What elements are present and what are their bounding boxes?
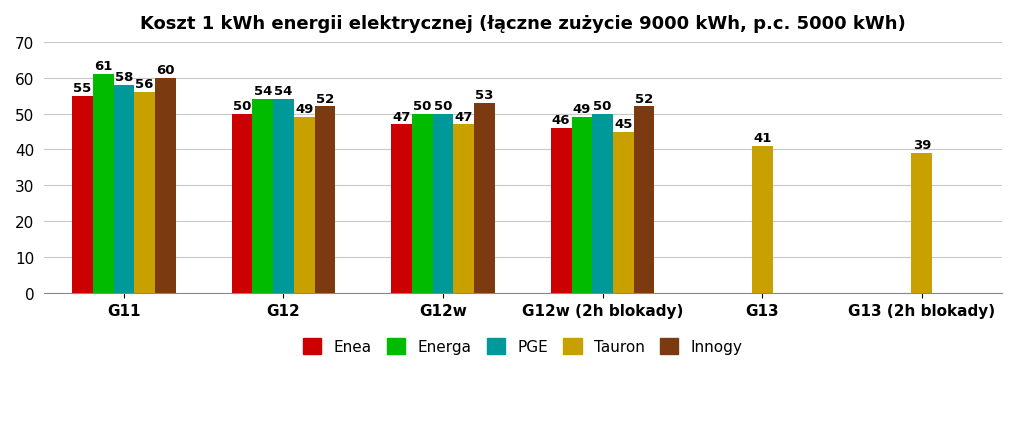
Text: 56: 56 — [135, 78, 154, 91]
Text: 50: 50 — [232, 100, 251, 113]
Bar — [72, 96, 93, 293]
Bar — [273, 100, 294, 293]
Text: 39: 39 — [912, 139, 931, 152]
Bar — [155, 79, 176, 293]
Text: 50: 50 — [413, 100, 431, 113]
Text: 54: 54 — [274, 85, 293, 98]
Text: 50: 50 — [594, 100, 611, 113]
Text: 47: 47 — [455, 111, 473, 123]
Text: 60: 60 — [156, 64, 175, 77]
Bar — [412, 114, 433, 293]
Bar — [634, 107, 654, 293]
Text: 49: 49 — [572, 103, 591, 116]
Bar — [314, 107, 335, 293]
Bar — [433, 114, 454, 293]
Text: 46: 46 — [552, 114, 570, 127]
Bar — [93, 75, 114, 293]
Legend: Enea, Energa, PGE, Tauron, Innogy: Enea, Energa, PGE, Tauron, Innogy — [297, 332, 749, 361]
Bar — [231, 114, 252, 293]
Bar — [252, 100, 273, 293]
Bar — [454, 125, 474, 293]
Bar — [613, 132, 634, 293]
Title: Koszt 1 kWh energii elektrycznej (łączne zużycie 9000 kWh, p.c. 5000 kWh): Koszt 1 kWh energii elektrycznej (łączne… — [140, 15, 905, 33]
Text: 52: 52 — [315, 92, 334, 105]
Bar — [474, 104, 495, 293]
Text: 41: 41 — [753, 132, 771, 145]
Bar — [571, 118, 592, 293]
Bar — [911, 154, 932, 293]
Bar — [134, 93, 155, 293]
Bar — [114, 86, 134, 293]
Text: 58: 58 — [115, 71, 133, 84]
Bar — [592, 114, 613, 293]
Text: 50: 50 — [434, 100, 453, 113]
Text: 47: 47 — [392, 111, 411, 123]
Text: 52: 52 — [635, 92, 653, 105]
Text: 61: 61 — [94, 60, 113, 73]
Bar — [752, 147, 772, 293]
Bar — [551, 129, 571, 293]
Text: 45: 45 — [614, 117, 633, 130]
Text: 55: 55 — [74, 82, 91, 95]
Text: 49: 49 — [295, 103, 313, 116]
Text: 53: 53 — [475, 89, 494, 102]
Bar — [294, 118, 314, 293]
Text: 54: 54 — [254, 85, 272, 98]
Bar — [391, 125, 412, 293]
